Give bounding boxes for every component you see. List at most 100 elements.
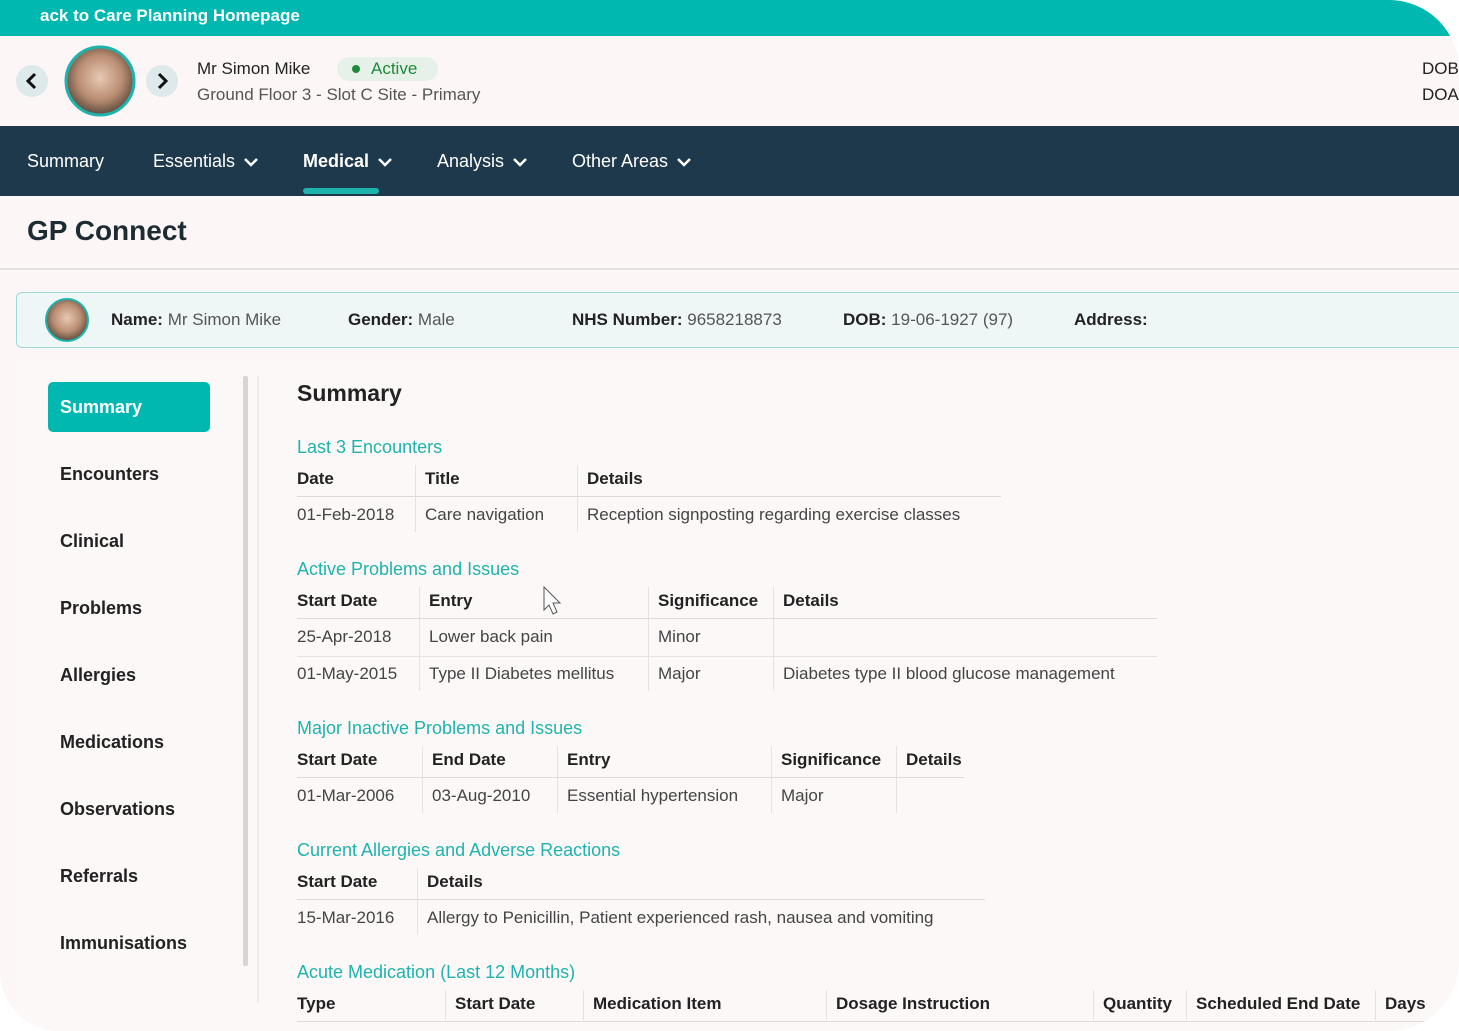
- sidebar-item[interactable]: Referrals: [60, 866, 139, 886]
- table-cell: Minor: [658, 627, 701, 646]
- page-title: GP Connect: [27, 215, 187, 246]
- nav-item[interactable]: Other Areas: [572, 151, 692, 172]
- field-label: NHS Number:: [572, 310, 683, 329]
- table-cell: 03-Aug-2010: [432, 786, 531, 805]
- column-header: Entry: [567, 750, 611, 769]
- table-cell: Allergy to Penicillin, Patient experienc…: [427, 908, 934, 927]
- table-cell: 15-Mar-2016: [297, 908, 395, 927]
- header-rule: [297, 1021, 1459, 1022]
- sidebar-item[interactable]: Summary: [60, 397, 143, 417]
- status-dot: [352, 65, 360, 73]
- sidebar-item[interactable]: Medications: [60, 732, 165, 752]
- column-header: Details: [906, 750, 962, 769]
- field-label: Gender:: [348, 310, 414, 329]
- prev-icon: [25, 72, 37, 90]
- sidebar-item[interactable]: Encounters: [60, 464, 160, 484]
- dropdown-chevron: [513, 158, 527, 168]
- column-divider: [896, 746, 897, 813]
- chevron-wrap: [668, 151, 692, 171]
- column-header: Title: [425, 469, 460, 488]
- column-header: Start Date: [297, 872, 378, 891]
- column-divider: [1093, 990, 1094, 1020]
- column-divider: [445, 990, 446, 1020]
- patient-location: Ground Floor 3 - Slot C Site - Primary: [197, 85, 481, 104]
- header-rule: [297, 618, 1157, 619]
- banner-field: Gender: Male: [348, 310, 455, 330]
- column-divider: [557, 746, 558, 813]
- column-divider: [826, 990, 827, 1020]
- next-icon: [157, 72, 169, 90]
- column-divider: [415, 465, 416, 532]
- field-label: Address:: [1074, 310, 1148, 329]
- patient-name: Mr Simon Mike: [197, 59, 311, 78]
- chevron-wrap: [504, 151, 528, 171]
- content-card: [16, 360, 1459, 1031]
- section-title: Acute Medication (Last 12 Months): [297, 962, 576, 982]
- chevron-wrap: [369, 151, 393, 171]
- nav-item[interactable]: Summary: [27, 151, 105, 171]
- field-label: DOB:: [843, 310, 887, 329]
- header-rule: [297, 899, 985, 900]
- status: Active: [371, 59, 418, 78]
- column-divider: [577, 465, 578, 532]
- banner-field: DOB: 19-06-1927 (97): [843, 310, 1013, 330]
- header-rule: [297, 496, 1001, 497]
- nav-item[interactable]: Essentials: [153, 151, 259, 172]
- table-cell: Diabetes type II blood glucose managemen…: [783, 664, 1115, 683]
- sidebar-item[interactable]: Allergies: [60, 665, 137, 685]
- column-header: Significance: [658, 591, 759, 610]
- section-title: Current Allergies and Adverse Reactions: [297, 840, 621, 860]
- table-cell: Care navigation: [425, 505, 545, 524]
- column-header: End Date: [432, 750, 506, 769]
- prev-button[interactable]: [16, 65, 48, 97]
- sidebar-active-bg: [48, 382, 210, 432]
- column-header: Start Date: [455, 994, 536, 1013]
- column-header: Start Date: [297, 750, 378, 769]
- table-cell: Lower back pain: [429, 627, 553, 646]
- sidebar-item[interactable]: Immunisations: [60, 933, 188, 953]
- table-cell: Major: [781, 786, 824, 805]
- column-header: Details: [783, 591, 839, 610]
- column-header: Start Date: [297, 591, 378, 610]
- content-title: Summary: [297, 380, 402, 406]
- dropdown-chevron: [378, 158, 392, 168]
- field-value: Mr Simon Mike: [162, 310, 282, 329]
- column-header: Medication Item: [593, 994, 722, 1013]
- section-title: Active Problems and Issues: [297, 559, 520, 579]
- column-header: Type: [297, 994, 336, 1013]
- next-button[interactable]: [146, 65, 178, 97]
- nav-item[interactable]: Analysis: [437, 151, 528, 172]
- table-cell: Reception signposting regarding exercise…: [587, 505, 961, 524]
- top-bar: [0, 0, 1459, 36]
- column-divider: [773, 587, 774, 691]
- column-header: Details: [587, 469, 643, 488]
- header-label: DOA: [1422, 85, 1459, 104]
- column-divider: [422, 746, 423, 813]
- title-bar: [0, 196, 1459, 270]
- header-rule: [297, 777, 964, 778]
- sidebar-item[interactable]: Problems: [60, 598, 143, 618]
- column-header: Significance: [781, 750, 882, 769]
- sidebar-item[interactable]: Clinical: [60, 531, 125, 551]
- section-title: Major Inactive Problems and Issues: [297, 718, 583, 738]
- section-title: Last 3 Encounters: [297, 437, 443, 457]
- column-header: Date: [297, 469, 334, 488]
- banner-field: NHS Number: 9658218873: [572, 310, 782, 330]
- banner-field: Address:: [1074, 310, 1148, 330]
- back-link[interactable]: ack to Care Planning Homepage: [40, 6, 300, 25]
- header-label: DOB: [1422, 59, 1459, 78]
- nav-item[interactable]: Medical: [303, 151, 393, 172]
- table-cell: Essential hypertension: [567, 786, 739, 805]
- column-header: Details: [427, 872, 483, 891]
- column-header: Quantity: [1103, 994, 1172, 1013]
- table-cell: Type II Diabetes mellitus: [429, 664, 615, 683]
- field-label: Name:: [111, 310, 163, 329]
- column-divider: [1375, 990, 1376, 1020]
- table-cell: 01-May-2015: [297, 664, 398, 683]
- chevron-wrap: [235, 151, 259, 171]
- dropdown-chevron: [244, 158, 258, 168]
- banner-field: Name: Mr Simon Mike: [111, 310, 281, 330]
- sidebar-item[interactable]: Observations: [60, 799, 176, 819]
- row-rule: [297, 656, 1157, 657]
